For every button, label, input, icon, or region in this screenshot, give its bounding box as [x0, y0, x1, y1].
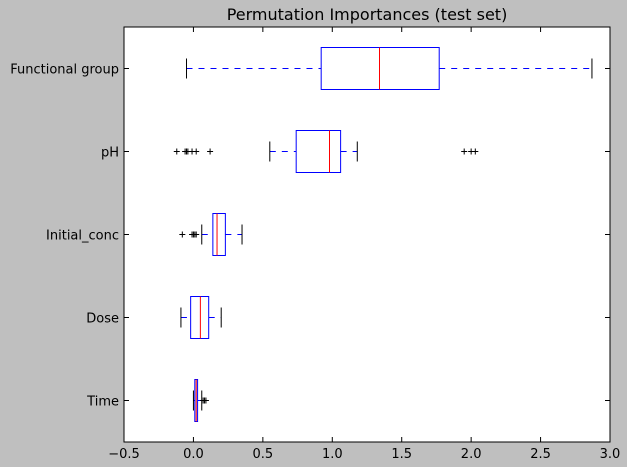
outlier-point — [202, 397, 209, 404]
iqr-box — [190, 296, 210, 339]
box-0 — [185, 47, 593, 90]
y-tick-label: Time — [86, 395, 119, 410]
x-tick-label: 1.5 — [391, 447, 412, 462]
outlier-point — [193, 231, 200, 238]
x-axis: −0.5 0.0 0.5 1.0 1.5 2.0 2.5 3.0 — [108, 27, 620, 462]
outlier-point — [179, 231, 186, 238]
outlier-point — [173, 148, 180, 155]
x-tick-label: 0.0 — [183, 447, 204, 462]
chart-title: Permutation Importances (test set) — [227, 5, 508, 24]
x-tick-label: −0.5 — [108, 447, 140, 462]
iqr-box — [212, 213, 226, 256]
box-4 — [192, 379, 209, 422]
plot-frame — [123, 26, 611, 443]
iqr-box — [320, 47, 440, 90]
iqr-box — [295, 130, 342, 173]
y-tick-label: pH — [101, 146, 119, 161]
x-tick-label: 2.0 — [461, 447, 482, 462]
box-2 — [179, 213, 243, 256]
y-tick-label: Initial_conc — [46, 229, 119, 244]
y-axis: Functional group pH Initial_conc Dose Time — [10, 63, 610, 410]
x-tick-label: 3.0 — [600, 447, 621, 462]
x-tick-label: 2.5 — [530, 447, 551, 462]
y-tick-label: Dose — [86, 312, 119, 327]
box-3 — [180, 296, 222, 339]
y-tick-label: Functional group — [10, 63, 119, 78]
box-1 — [173, 130, 479, 173]
x-tick-label: 1.0 — [322, 447, 343, 462]
outlier-point — [461, 148, 468, 155]
outlier-point — [207, 148, 214, 155]
x-tick-label: 0.5 — [253, 447, 274, 462]
box-plots — [173, 47, 593, 422]
outlier-point — [193, 148, 200, 155]
outlier-point — [472, 148, 479, 155]
